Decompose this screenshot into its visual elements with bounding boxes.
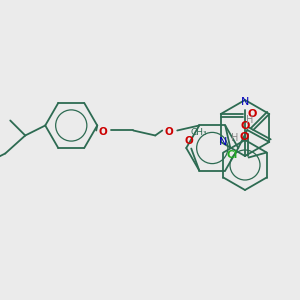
Text: O: O [240,121,250,131]
Text: H: H [246,115,253,125]
Text: N: N [241,97,249,107]
Text: H: H [231,133,238,143]
Text: O: O [185,136,194,146]
Text: N: N [219,137,227,147]
Text: O: O [165,128,174,137]
Text: O: O [240,132,249,142]
Text: CH₃: CH₃ [191,128,208,137]
Text: O: O [247,109,256,119]
Text: O: O [99,128,108,137]
Text: Cl: Cl [226,151,238,160]
